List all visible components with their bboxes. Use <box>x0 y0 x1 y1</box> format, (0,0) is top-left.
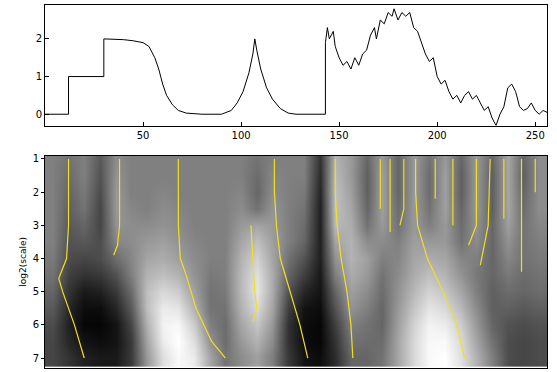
svg-text:6: 6 <box>33 319 39 330</box>
svg-text:7: 7 <box>33 353 39 364</box>
svg-text:log2(scale): log2(scale) <box>18 237 28 287</box>
svg-text:150: 150 <box>330 130 349 141</box>
svg-text:3: 3 <box>33 220 39 231</box>
svg-text:2: 2 <box>36 33 42 44</box>
svg-text:200: 200 <box>428 130 447 141</box>
svg-text:100: 100 <box>232 130 251 141</box>
svg-text:50: 50 <box>137 130 150 141</box>
svg-text:1: 1 <box>33 153 39 164</box>
svg-text:5: 5 <box>33 286 39 297</box>
svg-text:1: 1 <box>36 71 42 82</box>
svg-text:250: 250 <box>526 130 545 141</box>
svg-text:0: 0 <box>36 109 42 120</box>
svg-text:4: 4 <box>33 253 39 264</box>
svg-text:2: 2 <box>33 187 39 198</box>
